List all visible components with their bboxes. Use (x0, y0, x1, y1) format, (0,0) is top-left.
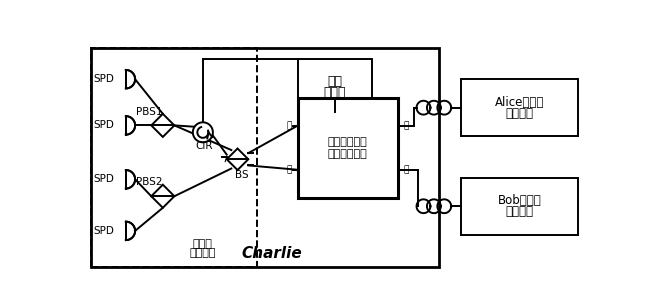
Text: 四: 四 (404, 165, 409, 174)
Text: Charlie: Charlie (242, 247, 303, 262)
Circle shape (193, 122, 213, 142)
Bar (461, 79, 578, 136)
Bar (461, 178, 578, 235)
Polygon shape (126, 116, 135, 135)
Text: 三: 三 (404, 121, 409, 130)
Polygon shape (227, 149, 248, 170)
Text: 编码模块: 编码模块 (506, 107, 533, 119)
Polygon shape (126, 70, 135, 88)
Text: 脉冲: 脉冲 (328, 75, 343, 88)
Bar (91, 49, 440, 267)
Text: BS: BS (234, 170, 248, 180)
Bar (91, 49, 257, 267)
Text: PBS1: PBS1 (136, 107, 162, 117)
Text: 贝尔态: 贝尔态 (193, 239, 213, 249)
Polygon shape (126, 170, 135, 188)
Text: 一: 一 (286, 121, 291, 130)
Bar (297, 98, 398, 198)
Bar (297, 59, 372, 111)
Text: Alice往返式: Alice往返式 (495, 96, 544, 109)
Polygon shape (126, 222, 135, 240)
Text: 测量装置: 测量装置 (189, 248, 216, 258)
Text: 激光器: 激光器 (324, 86, 346, 99)
Text: 三: 三 (286, 165, 291, 174)
Text: SPD: SPD (94, 226, 115, 236)
Text: SPD: SPD (94, 120, 115, 130)
Polygon shape (151, 114, 174, 137)
Text: Bob往返式: Bob往返式 (497, 194, 541, 207)
Text: 分束合束模块: 分束合束模块 (328, 149, 367, 159)
Polygon shape (151, 185, 174, 208)
Text: CIR: CIR (196, 141, 213, 151)
Text: SPD: SPD (94, 174, 115, 184)
Text: SPD: SPD (94, 74, 115, 84)
Text: PBS2: PBS2 (136, 177, 162, 187)
Text: 正交偏振脉冲: 正交偏振脉冲 (328, 137, 367, 146)
Text: 编码模块: 编码模块 (506, 205, 533, 218)
